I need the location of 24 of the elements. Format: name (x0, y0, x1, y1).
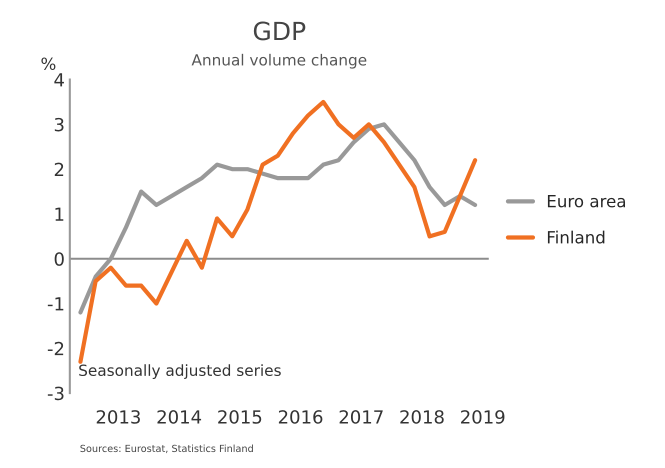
y-tick-label: 1 (55, 208, 64, 221)
x-tick-label: 2019 (461, 410, 504, 424)
x-tick-label: 2014 (157, 410, 202, 424)
y-axis-title: % (41, 57, 56, 70)
line-series (78, 122, 478, 315)
y-tick-label: -1 (48, 297, 64, 310)
source-note: Sources: Eurostat, Statistics Finland (80, 444, 253, 454)
x-tick-label: 2016 (278, 410, 322, 424)
y-tick-label: -3 (48, 386, 64, 400)
annotation: Seasonally adjusted series (79, 364, 281, 380)
legend-label: Finland (548, 230, 604, 244)
y-tick-label: 4 (54, 73, 64, 86)
legend-label: Euro area (548, 195, 626, 208)
y-tick-label: 0 (54, 252, 64, 266)
y-tick-label: -2 (48, 342, 64, 356)
line-series (78, 100, 478, 364)
y-tick-label: 2 (54, 162, 64, 176)
x-tick-label: 2013 (96, 410, 140, 424)
x-tick-label: 2017 (340, 410, 383, 424)
y-tick-label: 3 (54, 118, 64, 132)
chart-title: GDP (254, 22, 306, 40)
chart-subtitle: Annual volume change (192, 54, 366, 69)
x-tick-label: 2015 (218, 410, 262, 424)
x-tick-label: 2018 (400, 410, 444, 424)
